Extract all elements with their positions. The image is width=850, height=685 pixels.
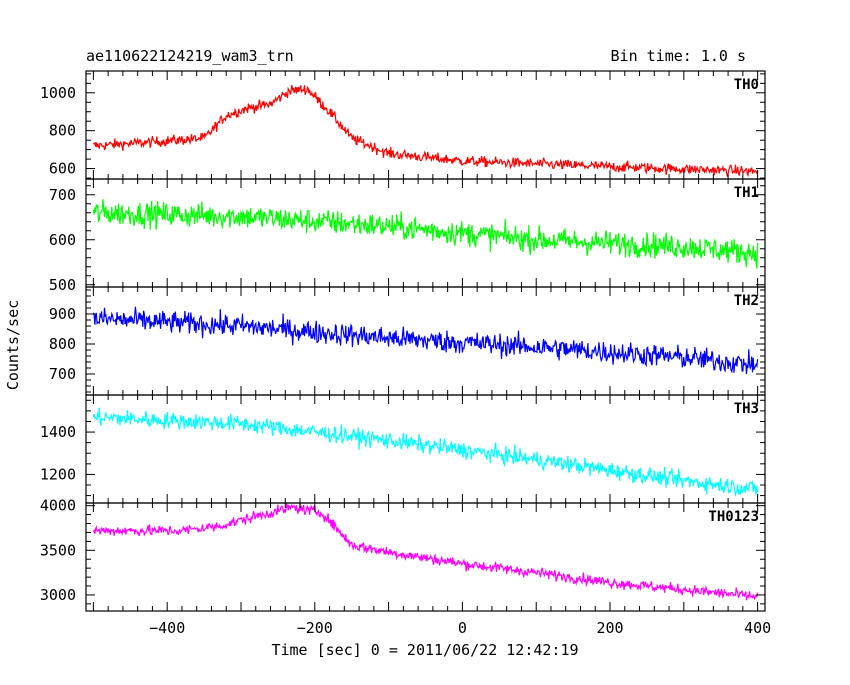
panel-th0123: 3000 3500 4000 TH0123	[40, 497, 766, 612]
x-axis-label: Time [sec] 0 = 2011/06/22 12:42:19	[271, 641, 578, 659]
y-tick-label: 900	[49, 305, 76, 323]
y-tick-label: 1400	[40, 423, 76, 441]
y-axis-label: Counts/sec	[4, 300, 22, 390]
panels-group: 600 800 1000 TH0 500 600 700 TH1 700 800 900 TH2 120…	[40, 70, 771, 637]
y-tick-label: 800	[49, 335, 76, 353]
panel-frame	[85, 178, 766, 288]
y-tick-label: 600	[49, 160, 76, 178]
x-tick-label: −200	[297, 619, 333, 637]
series-line-th0123	[92, 503, 759, 601]
series-line-th1	[92, 199, 759, 269]
bin-time-label: Bin time: 1.0 s	[611, 47, 746, 65]
panel-th0: 600 800 1000 TH0	[40, 70, 766, 180]
panel-label-th2: TH2	[734, 293, 759, 309]
panel-th1: 500 600 700 TH1	[49, 178, 766, 294]
series-line-th0	[92, 84, 759, 178]
x-tick-label: 0	[458, 619, 467, 637]
y-tick-label: 1200	[40, 465, 76, 483]
x-tick-label: 400	[744, 619, 771, 637]
y-tick-label: 3000	[40, 586, 76, 604]
panel-label-th0: TH0	[734, 77, 759, 93]
panel-frame	[85, 394, 766, 504]
y-tick-label: 700	[49, 186, 76, 204]
series-line-th3	[92, 407, 759, 497]
panel-label-th3: TH3	[734, 401, 759, 417]
x-tick-label: −400	[149, 619, 185, 637]
y-tick-label: 500	[49, 276, 76, 294]
y-tick-label: 1000	[40, 84, 76, 102]
panel-th3: 1200 1400 TH3	[40, 394, 766, 504]
y-tick-label: 800	[49, 122, 76, 140]
y-tick-label: 600	[49, 231, 76, 249]
panel-label-th0123: TH0123	[708, 509, 759, 525]
series-line-th2	[92, 306, 759, 375]
chart-title: ae110622124219_wam3_trn	[86, 47, 294, 65]
y-tick-label: 3500	[40, 541, 76, 559]
panel-frame	[85, 502, 766, 612]
y-tick-label: 4000	[40, 497, 76, 515]
y-tick-label: 700	[49, 365, 76, 383]
x-tick-label: 200	[596, 619, 623, 637]
panel-th2: 700 800 900 TH2	[49, 286, 766, 396]
panel-label-th1: TH1	[734, 185, 759, 201]
panel-frame	[85, 70, 766, 180]
